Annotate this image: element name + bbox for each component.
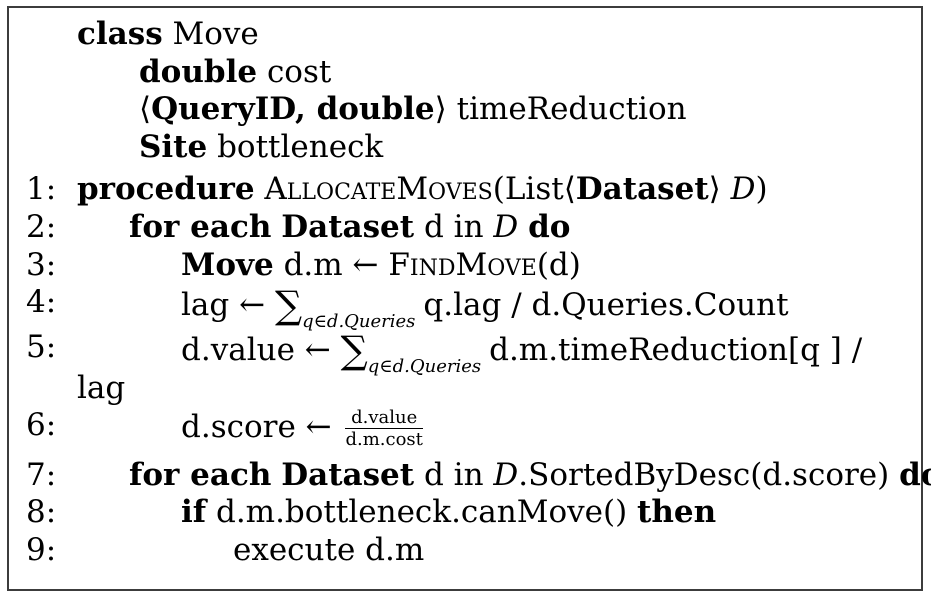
line-5-wrap: lag <box>77 370 126 406</box>
field-time-reduction: ⟨QueryID, double⟩ timeReduction <box>139 92 687 126</box>
line-number: 5: <box>26 329 57 365</box>
line-number: 4: <box>26 284 57 320</box>
class-keyword: class <box>77 16 163 52</box>
line-number: 7: <box>26 457 57 493</box>
angle-open: ⟨ <box>139 91 152 127</box>
line-1-procedure: procedure AllocateMoves(List⟨Dataset⟩ D) <box>77 172 768 206</box>
line-text: d.value ← <box>181 332 341 368</box>
field-name: timeReduction <box>456 91 687 127</box>
line-number: 8: <box>26 494 57 530</box>
sum-subscript: q∈d.Queries <box>367 356 482 377</box>
arg-type: Dataset <box>575 171 709 207</box>
line-8-if: if d.m.bottleneck.canMove() then <box>181 495 716 529</box>
line-text: d in <box>414 457 494 493</box>
line-text: d.m.timeReduction[q ] / <box>489 332 863 368</box>
line-number: 3: <box>26 247 57 283</box>
sum-subscript: q∈d.Queries <box>302 311 416 332</box>
line-6-score: d.score ← d.value d.m.cost <box>181 408 423 449</box>
then-keyword: then <box>637 494 717 530</box>
line-text: lag ← <box>181 287 275 323</box>
line-number: 9: <box>26 532 57 568</box>
function-args: (d) <box>536 247 581 283</box>
class-name: Move <box>172 16 259 52</box>
do-keyword: do <box>528 209 571 245</box>
var: D <box>493 457 519 493</box>
field-type: double <box>139 54 258 90</box>
fraction-denominator: d.m.cost <box>345 429 423 450</box>
line-4-lag: lag ← ∑q∈d.Queries q.lag / d.Queries.Coun… <box>181 283 789 332</box>
args-mid: ⟩ <box>708 171 731 207</box>
line-text: d.m.bottleneck.canMove() <box>206 494 638 530</box>
fraction-numerator: d.value <box>345 408 423 429</box>
for-each-keyword: for each <box>129 457 272 493</box>
field-type: Site <box>139 129 208 165</box>
function-name: FindMove <box>388 247 537 283</box>
var: D <box>493 209 519 245</box>
do-keyword: do <box>899 457 931 493</box>
field-type: QueryID, double <box>151 91 435 127</box>
line-9-execute: execute d.m <box>233 532 425 568</box>
line-7-for-each-sorted: for each Dataset d in D.SortedByDesc(d.s… <box>129 458 931 492</box>
for-each-keyword: for each <box>129 209 272 245</box>
line-text: q.lag / d.Queries.Count <box>423 287 789 323</box>
arg-var: D <box>730 171 756 207</box>
type-name: Dataset <box>281 209 415 245</box>
field-name: bottleneck <box>217 129 384 165</box>
args-open: (List⟨ <box>492 171 576 207</box>
field-cost: double cost <box>139 55 331 89</box>
field-name: cost <box>266 54 332 90</box>
sum-symbol: ∑ <box>274 283 303 327</box>
line-2-for-each: for each Dataset d in D do <box>129 210 570 244</box>
line-text: d.m ← <box>273 247 389 283</box>
algorithm-box <box>7 6 923 591</box>
line-number: 1: <box>26 171 57 207</box>
angle-close: ⟩ <box>434 91 447 127</box>
sum-symbol: ∑ <box>340 328 368 372</box>
line-number: 2: <box>26 209 57 245</box>
procedure-name: AllocateMoves <box>264 171 493 207</box>
line-text: .SortedByDesc(d.score) <box>518 457 900 493</box>
line-3-find-move: Move d.m ← FindMove(d) <box>181 248 581 282</box>
type-name: Move <box>181 247 274 283</box>
fraction: d.value d.m.cost <box>345 408 423 450</box>
line-5-value: d.value ← ∑q∈d.Queries d.m.timeReduction[… <box>181 328 863 377</box>
if-keyword: if <box>181 494 207 530</box>
args-close: ) <box>755 171 768 207</box>
line-text: d in <box>414 209 494 245</box>
type-name: Dataset <box>281 457 415 493</box>
field-bottleneck: Site bottleneck <box>139 130 383 164</box>
procedure-keyword: procedure <box>77 171 255 207</box>
class-declaration: class Move <box>77 17 259 51</box>
line-text: d.score ← <box>181 409 342 445</box>
line-number: 6: <box>26 407 57 443</box>
